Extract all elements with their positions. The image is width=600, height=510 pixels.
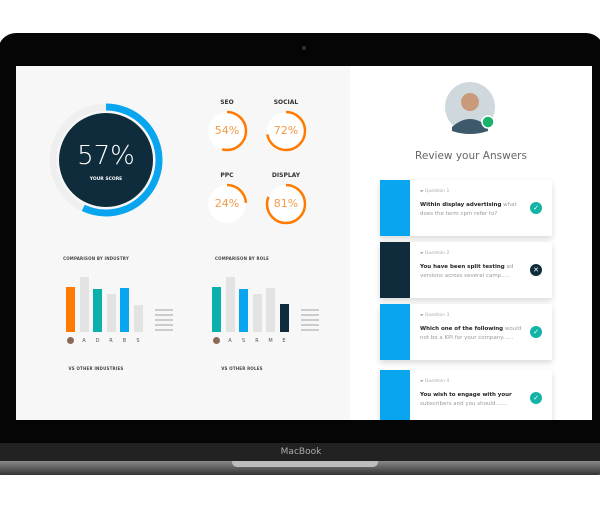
question-card[interactable]: ▰ Question 3 Which one of the following … xyxy=(380,304,552,360)
gauge-label: SEO xyxy=(220,99,234,106)
gauge-label: PPC xyxy=(220,172,234,179)
x-tick-label: M xyxy=(268,338,273,344)
x-tick-label: B xyxy=(122,338,127,344)
gauge-value: 24% xyxy=(214,197,240,210)
score-caption: YOUR SCORE xyxy=(89,177,123,182)
gauge-arc xyxy=(206,110,248,152)
gauge-label: DISPLAY xyxy=(271,172,301,179)
chart-bar xyxy=(252,294,262,332)
question-number: ▰ Question 1 xyxy=(420,189,450,194)
question-number: ▰ Question 2 xyxy=(420,251,450,256)
gauge-social xyxy=(265,110,307,152)
legend-item xyxy=(155,324,173,326)
chart-title: VS OTHER INDUSTRIES xyxy=(68,366,124,371)
gauge-label: SOCIAL xyxy=(273,99,299,106)
legend-item xyxy=(301,329,319,331)
chart-title: VS OTHER ROLES xyxy=(221,366,263,371)
question-text: You have been split testing ad versions … xyxy=(420,264,514,279)
legend-item xyxy=(155,329,173,331)
card-stripe xyxy=(380,242,410,298)
legend-item xyxy=(301,309,319,311)
score-gauge xyxy=(49,103,163,217)
avatar-icon xyxy=(213,337,220,344)
check-icon: ✓ xyxy=(530,392,542,404)
check-icon: ✓ xyxy=(530,202,542,214)
screen: 57% YOUR SCORE SEO 54% SOCIAL 72% PPC 24% D… xyxy=(16,66,592,420)
chart-bar xyxy=(106,294,116,332)
x-tick-label: E xyxy=(282,338,286,344)
question-card[interactable]: ▰ Question 4 You wish to engage with you… xyxy=(380,370,552,420)
chart-bar xyxy=(66,287,75,332)
brand-label: MacBook xyxy=(0,443,600,461)
chart-bar xyxy=(79,277,89,332)
gauge-value: 54% xyxy=(214,124,240,137)
chart-bar xyxy=(279,304,289,332)
question-number: ▰ Question 3 xyxy=(420,313,450,318)
gauge-value: 72% xyxy=(273,124,299,137)
avatar xyxy=(445,82,495,134)
question-number: ▰ Question 4 xyxy=(420,379,450,384)
legend-item xyxy=(301,314,319,316)
legend-item xyxy=(301,324,319,326)
gauge-arc xyxy=(265,183,307,225)
gauge-value: 81% xyxy=(273,197,299,210)
legend-item xyxy=(155,319,173,321)
camera xyxy=(302,46,306,50)
x-tick-label: A xyxy=(228,338,232,344)
check-icon: ✓ xyxy=(530,326,542,338)
question-text: Within display advertising what does the… xyxy=(420,202,517,217)
x-tick-label: S xyxy=(136,338,140,344)
legend-item xyxy=(301,319,319,321)
x-tick-label: D xyxy=(95,338,100,344)
gauge-ppc xyxy=(206,183,248,225)
x-tick-label: R xyxy=(109,338,113,344)
x-tick-label: A xyxy=(82,338,86,344)
question-card[interactable]: ▰ Question 1 Within display advertising … xyxy=(380,180,552,236)
review-panel: Review your Answers ▰ Question 1 Within … xyxy=(350,66,592,420)
x-tick-label: S xyxy=(241,338,246,344)
gauge-seo xyxy=(206,110,248,152)
review-title: Review your Answers xyxy=(415,150,527,162)
chart-bar xyxy=(133,305,143,332)
question-text: Which one of the following would not be … xyxy=(420,326,522,341)
chart-title: COMPARISON BY ROLE xyxy=(214,256,270,261)
chart-bar xyxy=(266,288,275,332)
gauge-arc xyxy=(265,110,307,152)
chart-title: COMPARISON BY INDUSTRY xyxy=(63,256,129,261)
legend-item xyxy=(155,309,173,311)
card-stripe xyxy=(380,304,410,360)
chart-bar xyxy=(120,288,129,332)
laptop-base xyxy=(0,461,600,475)
legend-item xyxy=(155,314,173,316)
question-text: You wish to engage with your subscribers… xyxy=(420,392,512,407)
score-arc xyxy=(49,103,163,217)
gauge-arc xyxy=(206,183,248,225)
score-value: 57% xyxy=(77,141,135,171)
results-panel: 57% YOUR SCORE SEO 54% SOCIAL 72% PPC 24% D… xyxy=(16,66,350,420)
chart-bar xyxy=(225,277,235,332)
verified-icon xyxy=(481,115,495,129)
card-stripe xyxy=(380,180,410,236)
cross-icon: ✕ xyxy=(530,264,542,276)
question-card[interactable]: ▰ Question 2 You have been split testing… xyxy=(380,242,552,298)
x-tick-label: R xyxy=(255,338,259,344)
avatar-icon xyxy=(67,337,74,344)
chart-bar xyxy=(93,289,102,332)
chart-bar xyxy=(239,289,248,332)
chart-bar xyxy=(212,287,221,332)
gauge-display xyxy=(265,183,307,225)
card-stripe xyxy=(380,370,410,420)
lid-notch xyxy=(232,461,378,467)
